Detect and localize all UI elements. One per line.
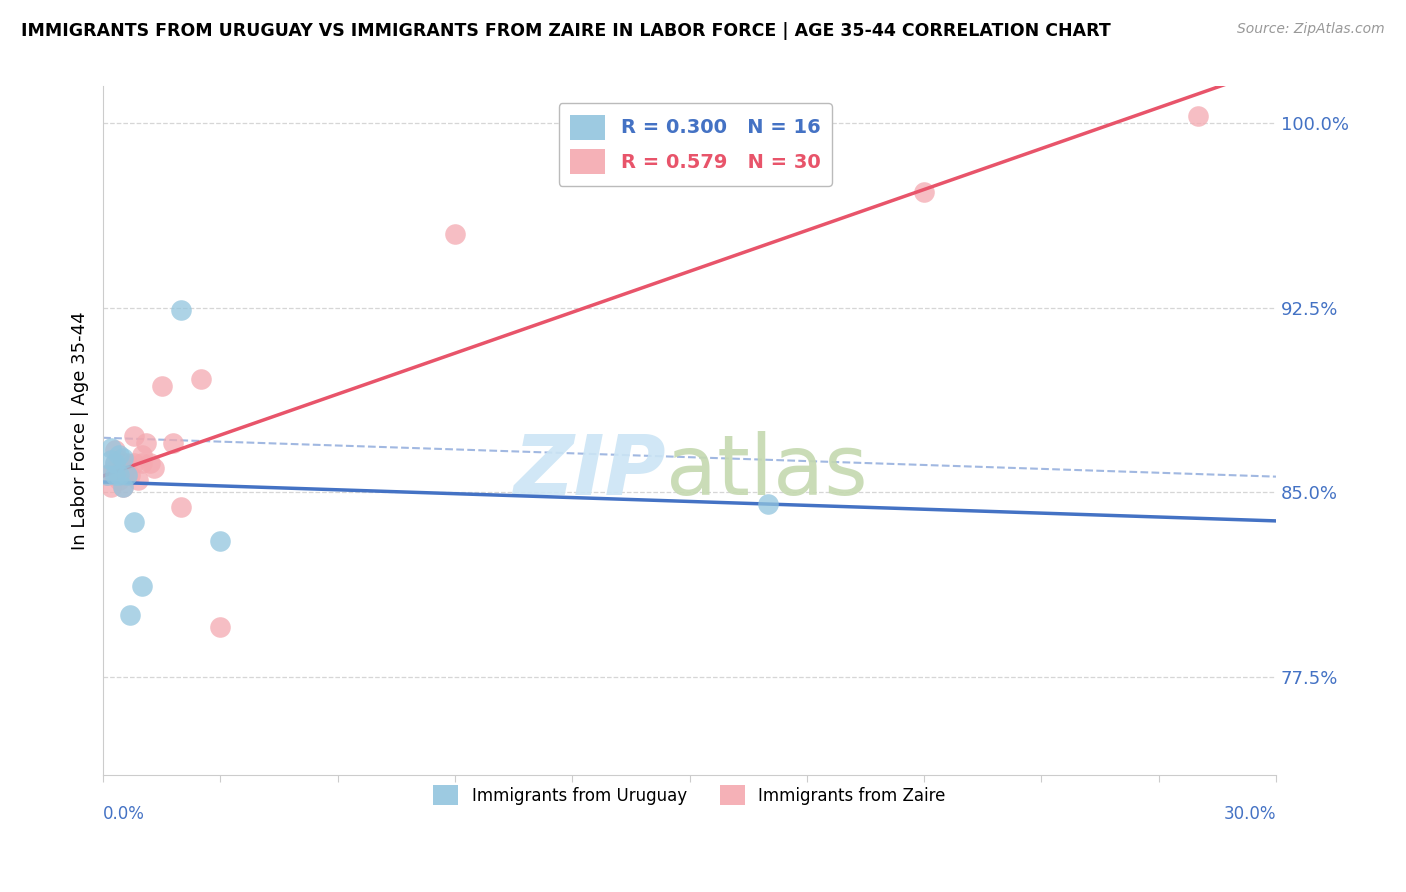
Point <box>139 456 162 470</box>
Point <box>131 448 153 462</box>
Point <box>135 436 157 450</box>
Point <box>107 448 129 462</box>
Point <box>912 185 935 199</box>
Point <box>104 456 127 470</box>
Point <box>150 379 173 393</box>
Point <box>170 500 193 514</box>
Text: ZIP: ZIP <box>513 432 666 513</box>
Point <box>100 441 122 455</box>
Point <box>107 473 129 487</box>
Point <box>115 467 138 482</box>
Point <box>107 467 129 482</box>
Point <box>756 497 779 511</box>
Point <box>190 372 212 386</box>
Text: atlas: atlas <box>666 432 868 513</box>
Point <box>111 450 134 465</box>
Point <box>209 534 232 549</box>
Point <box>104 467 127 482</box>
Text: 0.0%: 0.0% <box>103 805 145 823</box>
Point <box>100 480 122 494</box>
Y-axis label: In Labor Force | Age 35-44: In Labor Force | Age 35-44 <box>72 311 89 550</box>
Point <box>96 467 118 482</box>
Point <box>111 480 134 494</box>
Point <box>142 460 165 475</box>
Point <box>115 456 138 470</box>
Point <box>120 608 142 623</box>
Point <box>1187 109 1209 123</box>
Point <box>104 467 127 482</box>
Point <box>111 467 134 482</box>
Point <box>127 473 149 487</box>
Point <box>124 456 146 470</box>
Point <box>209 620 232 634</box>
Point <box>104 456 127 470</box>
Point <box>131 578 153 592</box>
Text: IMMIGRANTS FROM URUGUAY VS IMMIGRANTS FROM ZAIRE IN LABOR FORCE | AGE 35-44 CORR: IMMIGRANTS FROM URUGUAY VS IMMIGRANTS FR… <box>21 22 1111 40</box>
Point <box>444 227 467 241</box>
Point <box>111 480 134 494</box>
Point <box>107 453 129 467</box>
Legend: Immigrants from Uruguay, Immigrants from Zaire: Immigrants from Uruguay, Immigrants from… <box>426 779 952 812</box>
Point <box>104 443 127 458</box>
Point <box>111 456 134 470</box>
Point <box>100 466 122 480</box>
Point <box>170 303 193 318</box>
Point <box>131 456 153 470</box>
Point <box>162 436 184 450</box>
Point <box>124 515 146 529</box>
Point <box>100 453 122 467</box>
Text: 30.0%: 30.0% <box>1223 805 1277 823</box>
Point <box>96 467 118 482</box>
Point <box>120 467 142 482</box>
Text: Source: ZipAtlas.com: Source: ZipAtlas.com <box>1237 22 1385 37</box>
Point <box>124 428 146 442</box>
Point <box>115 467 138 482</box>
